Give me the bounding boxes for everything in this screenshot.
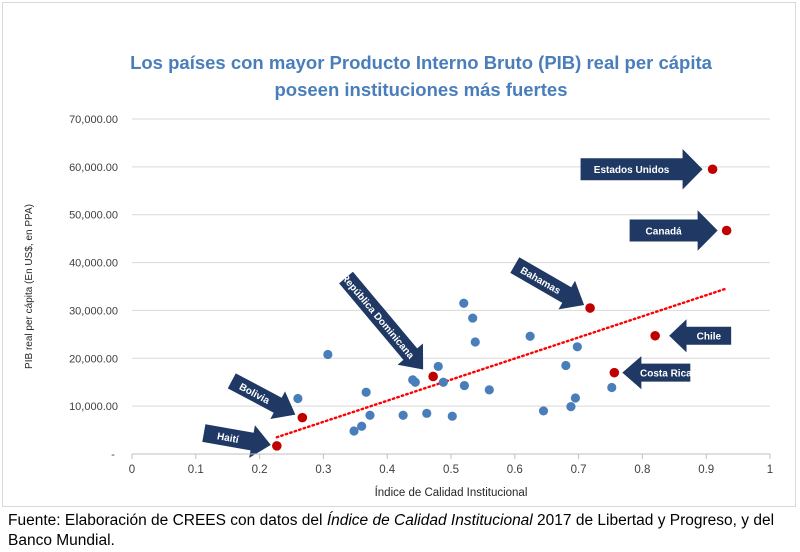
data-point (470, 337, 480, 347)
highlight-point (428, 371, 438, 382)
data-point (365, 410, 375, 420)
source-prefix: Fuente: Elaboración de CREES con datos d… (8, 512, 327, 529)
arrow-shape (669, 319, 732, 353)
arrow-shape (580, 149, 703, 190)
x-tick-label: 1 (767, 464, 773, 476)
x-tick-label: 0.4 (379, 464, 396, 476)
x-tick-label: 0 (129, 464, 135, 476)
highlight-point (609, 367, 620, 378)
chart-frame (2, 2, 796, 507)
chart-title-line: poseen instituciones más fuertes (274, 79, 567, 100)
x-tick-label: 0.8 (634, 464, 650, 476)
data-point (459, 380, 469, 391)
data-point (438, 377, 448, 387)
arrow-callout: Estados Unidos (580, 149, 703, 190)
arrow-shape (629, 210, 718, 251)
arrow-callout: Bolivia (227, 373, 296, 420)
arrow-shape (339, 271, 424, 370)
y-tick-label: 40,000.00 (69, 258, 118, 270)
y-tick-label: 50,000.00 (69, 210, 118, 222)
arrow-callout: Costa Rica (622, 356, 692, 390)
data-point (570, 393, 581, 403)
arrow-label: Haití (216, 431, 240, 446)
data-point (484, 385, 494, 395)
arrow-callout: Haití (202, 424, 271, 458)
highlight-point (650, 330, 660, 341)
arrow-label: Canadá (646, 226, 683, 237)
y-axis-title: PIB real per cápita (En US$, en PPA) (24, 204, 35, 369)
data-point (538, 406, 549, 416)
arrow-callout: República Dominicana (338, 271, 424, 370)
chart-title-line: Los países con mayor Producto Interno Br… (130, 52, 713, 73)
source-suffix: 2017 de Libertad y Progreso, y del Banco… (8, 512, 775, 549)
scatter-chart: Haití Bolivia República Dominicana Bahamas C… (24, 52, 773, 499)
text-layer: Los países con mayor Producto Interno Br… (24, 52, 773, 499)
arrow-label: República Dominicana (338, 272, 416, 362)
data-point (468, 313, 478, 323)
data-point (293, 393, 303, 404)
y-tick-label: 60,000.00 (69, 162, 118, 174)
data-point (447, 411, 457, 421)
arrow-label: Chile (697, 332, 722, 343)
arrow-shape (510, 257, 585, 310)
source-note: Fuente: Elaboración de CREES con datos d… (8, 511, 793, 551)
arrow-shape (227, 373, 296, 420)
data-point (398, 410, 408, 420)
points-layer (272, 164, 732, 451)
data-point (572, 342, 582, 352)
x-tick-label: 0.2 (252, 464, 268, 476)
data-point (459, 298, 469, 308)
arrow-callout: Bahamas (510, 257, 585, 310)
axes-layer (131, 453, 771, 459)
arrow-callout: Chile (669, 319, 732, 353)
highlight-point (585, 303, 595, 313)
data-point (357, 421, 367, 431)
data-point (422, 408, 432, 418)
arrow-shape (622, 356, 691, 390)
x-tick-label: 0.9 (698, 464, 714, 476)
highlight-point (707, 164, 718, 175)
arrow-shape (202, 424, 271, 458)
y-tick-label: 30,000.00 (69, 305, 118, 317)
data-point (410, 377, 420, 387)
x-tick-label: 0.7 (571, 464, 587, 476)
x-tick-label: 0.5 (443, 464, 459, 476)
arrow-label: Estados Unidos (594, 165, 670, 176)
highlight-point (721, 225, 732, 236)
data-point (361, 387, 371, 397)
y-tick-label: 10,000.00 (69, 401, 118, 413)
data-point (433, 361, 443, 372)
data-point (323, 349, 333, 360)
data-point (561, 360, 571, 371)
x-tick-label: 0.6 (507, 464, 523, 476)
data-point (566, 402, 576, 412)
x-tick-label: 0.1 (188, 464, 204, 476)
trendline-layer (275, 287, 727, 439)
source-italic: Índice de Calidad Institucional (326, 512, 533, 529)
arrow-label: Costa Rica (640, 368, 692, 379)
data-point (607, 382, 617, 393)
y-tick-label: - (111, 449, 115, 461)
x-tick-label: 0.3 (315, 464, 331, 476)
y-tick-label: 20,000.00 (69, 353, 118, 365)
x-axis-title: Índice de Calidad Institucional (375, 486, 528, 499)
arrow-callout: Canadá (629, 210, 718, 251)
y-tick-label: 70,000.00 (69, 114, 118, 126)
highlight-point (297, 412, 308, 423)
trendline (275, 287, 727, 439)
highlight-point (272, 441, 282, 451)
data-point (525, 331, 535, 341)
data-point (349, 426, 359, 436)
